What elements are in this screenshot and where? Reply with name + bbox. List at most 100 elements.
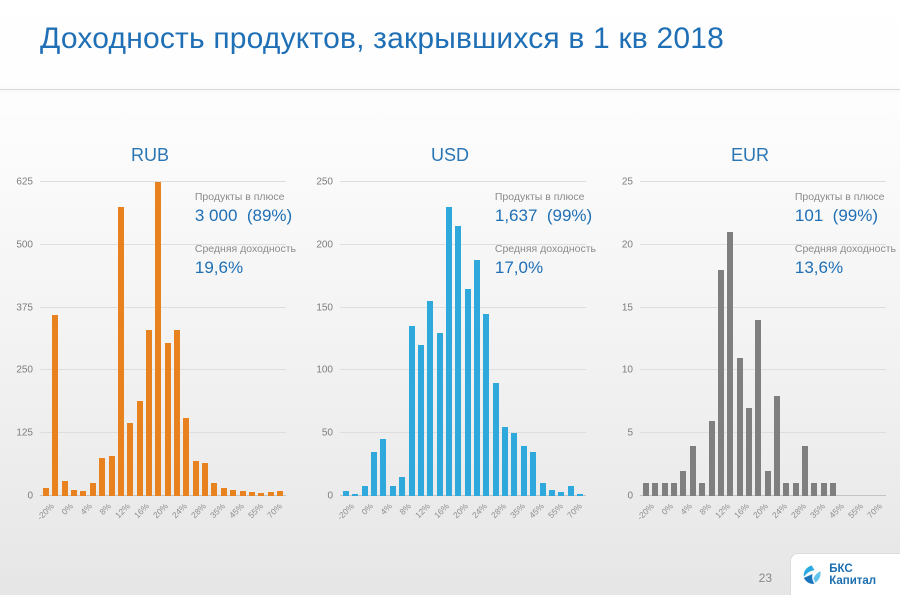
bar — [211, 483, 218, 496]
bar — [89, 483, 96, 496]
chart-usd: USD 0 50 100 150 200 250 Продукты в плюсе 1,6… — [300, 145, 600, 523]
bar — [248, 491, 255, 496]
bar — [445, 207, 452, 496]
bar — [755, 320, 762, 496]
bar — [239, 490, 246, 496]
annotation: Продукты в плюсе 3 000 (89%) Средняя дох… — [195, 191, 296, 278]
avg-return-label: Средняя доходность — [794, 243, 896, 256]
bar — [783, 483, 790, 496]
bar — [371, 452, 378, 496]
bar — [80, 490, 87, 496]
y-tick-label: 200 — [316, 239, 333, 251]
y-tick-label: 15 — [621, 302, 633, 314]
bcs-logo-icon — [803, 564, 821, 584]
gridline — [640, 243, 886, 245]
bar — [717, 269, 724, 496]
products-in-plus-value: 3 000 (89%) — [194, 206, 293, 226]
products-in-plus-label: Продукты в плюсе — [494, 191, 585, 204]
annotation: Продукты в плюсе 1,637 (99%) Средняя дох… — [495, 191, 596, 278]
y-tick-label: 0 — [27, 490, 33, 502]
bar — [736, 357, 743, 496]
bar — [689, 445, 696, 496]
plot-area: Продукты в плюсе 1,637 (99%) Средняя дох… — [335, 181, 596, 522]
bar — [380, 439, 387, 496]
bar — [399, 477, 406, 496]
gridline — [40, 369, 286, 371]
bar — [530, 452, 537, 496]
products-in-plus-value: 101 (99%) — [794, 206, 879, 226]
bar — [708, 420, 715, 496]
bar — [576, 493, 583, 496]
bar — [811, 483, 818, 496]
y-axis: 0 125 250 375 500 625 — [0, 177, 40, 502]
y-tick-label: 0 — [627, 490, 633, 502]
bar — [43, 487, 49, 496]
bar — [680, 470, 687, 496]
chart-rub: RUB 0 125 250 375 500 625 Продукты в плюсе 3 … — [0, 145, 300, 523]
y-tick-label: 375 — [16, 302, 33, 314]
bar — [389, 485, 396, 496]
bar — [136, 400, 143, 496]
bar — [108, 455, 115, 496]
bar — [343, 490, 349, 496]
bar — [71, 489, 78, 496]
bar — [183, 418, 190, 496]
bar — [455, 225, 462, 496]
plot-area: Продукты в плюсе 3 000 (89%) Средняя дох… — [35, 181, 296, 522]
chart-body: 0 125 250 375 500 625 Продукты в плюсе 3 000 … — [0, 177, 300, 523]
bar — [417, 345, 424, 496]
chart-body: 0 50 100 150 200 250 Продукты в плюсе 1,637 (… — [300, 177, 600, 523]
bar — [643, 483, 649, 496]
bar — [361, 485, 368, 496]
chart-title-rub: RUB — [130, 145, 169, 165]
bar — [352, 493, 359, 496]
title-divider — [0, 89, 900, 90]
y-tick-label: 250 — [316, 176, 333, 188]
bar — [192, 460, 199, 496]
bar — [258, 493, 265, 496]
bar — [502, 426, 509, 496]
y-tick-label: 25 — [621, 176, 633, 188]
avg-return-value: 19,6% — [194, 258, 244, 278]
avg-return-label: Средняя доходность — [194, 243, 296, 256]
bar — [52, 315, 59, 496]
bar — [61, 480, 68, 496]
gridline — [340, 243, 586, 245]
bar — [511, 433, 518, 496]
gridline — [340, 181, 586, 182]
gridline — [640, 432, 886, 434]
products-in-plus-label: Продукты в плюсе — [794, 191, 885, 204]
bar — [483, 313, 490, 496]
products-in-plus-label: Продукты в плюсе — [194, 191, 285, 204]
bars — [340, 182, 586, 496]
gridlines — [40, 181, 286, 496]
products-in-plus-value: 1,637 (99%) — [494, 206, 593, 226]
chart-title-eur: EUR — [730, 145, 769, 165]
annotation: Продукты в плюсе 101 (99%) Средняя доход… — [795, 191, 896, 278]
bar — [671, 483, 678, 496]
bar — [436, 332, 443, 496]
y-tick-label: 5 — [627, 427, 633, 439]
y-tick-label: 10 — [621, 364, 633, 376]
avg-return-value: 17,0% — [494, 258, 544, 278]
y-tick-label: 500 — [16, 239, 33, 251]
bar — [127, 423, 134, 496]
bar — [408, 326, 415, 496]
bar — [464, 288, 471, 496]
chart-title-usd: USD — [430, 145, 469, 165]
bar — [474, 259, 481, 496]
y-axis: 0 50 100 150 200 250 — [300, 177, 340, 502]
bar — [727, 232, 734, 496]
bar — [764, 470, 771, 496]
bar — [548, 489, 555, 496]
gridlines — [640, 181, 886, 496]
gridline — [640, 306, 886, 308]
bar — [155, 182, 162, 496]
bar — [802, 445, 809, 496]
y-tick-label: 625 — [16, 176, 33, 188]
y-tick-label: 250 — [16, 364, 33, 376]
bar — [174, 330, 181, 496]
gridline — [340, 432, 586, 434]
bar — [267, 491, 274, 496]
x-axis-labels: -20% 0% 4% 8% 12% 16% 20% 24% 28% 35% 45% 55% 70% — [35, 496, 286, 538]
